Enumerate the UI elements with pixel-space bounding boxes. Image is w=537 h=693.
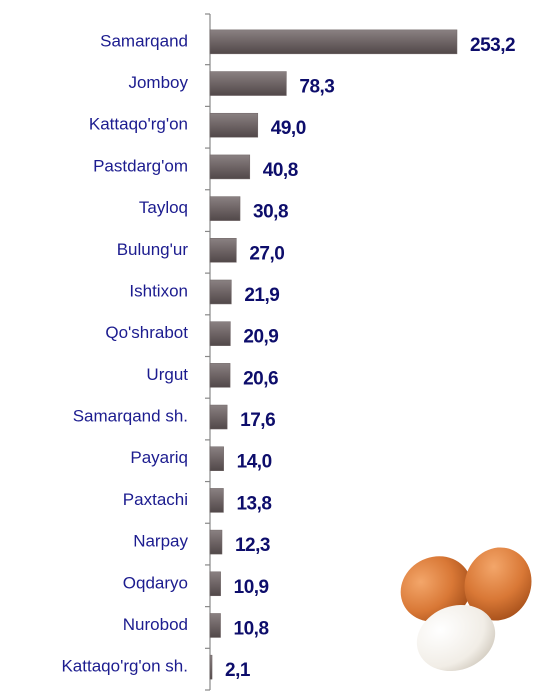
bar [210,530,222,554]
value-label: 12,3 [235,535,270,556]
category-label: Urgut [146,365,188,384]
value-label: 20,9 [243,327,278,348]
category-label: Qo'shrabot [105,323,188,342]
bar [210,488,223,512]
category-label: Samarqand [100,31,188,50]
category-label: Jomboy [128,73,188,92]
category-label: Oqdaryo [123,573,188,592]
value-label: 2,1 [225,660,251,681]
value-label: 21,9 [244,285,279,306]
bar [210,363,230,387]
bar [210,72,286,96]
bar [210,405,227,429]
bar [210,238,236,262]
value-label: 14,0 [237,452,272,473]
value-label: 49,0 [271,118,306,139]
bar [210,30,457,54]
category-label: Narpay [133,532,188,551]
value-label: 78,3 [299,77,334,98]
page: {"chart_data": {"type": "bar", "orientat… [0,0,537,693]
value-label: 13,8 [236,493,271,514]
bar [210,322,230,346]
value-label: 10,9 [234,577,269,598]
value-label: 30,8 [253,202,288,223]
category-label: Paxtachi [123,490,188,509]
bar [210,655,212,679]
value-label: 27,0 [249,243,284,264]
category-label: Kattaqo'rg'on sh. [61,657,188,676]
category-label: Samarqand sh. [73,407,188,426]
category-label: Ishtixon [129,281,188,300]
value-label: 253,2 [470,35,515,56]
category-label: Tayloq [139,198,188,217]
category-label: Bulung'ur [117,240,189,259]
chart: Samarqand 253,2 Jomboy 78,3 Kattaqo'rg'on 49,… [0,0,537,693]
bar [210,572,221,596]
bar [210,447,224,471]
category-label: Pastdarg'om [93,156,188,175]
bar [210,280,231,304]
bar [210,155,250,179]
category-label: Nurobod [123,615,188,634]
value-label: 20,6 [243,368,278,389]
value-label: 17,6 [240,410,275,431]
eggs-decoration [390,538,537,682]
bar [210,197,240,221]
bar [210,613,221,637]
category-label: Kattaqo'rg'on [89,115,188,134]
category-label: Payariq [130,448,188,467]
value-label: 10,8 [234,618,269,639]
bar [210,113,258,137]
value-label: 40,8 [263,160,298,181]
